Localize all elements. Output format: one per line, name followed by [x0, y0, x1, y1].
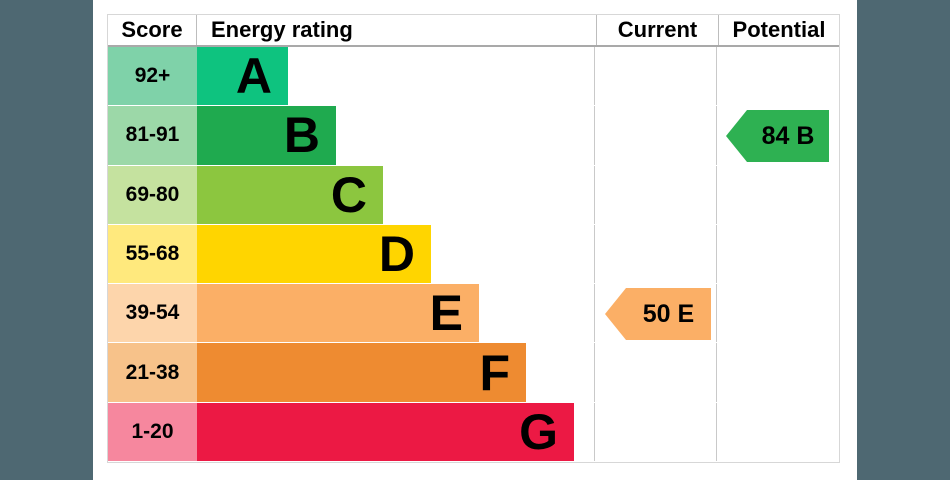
score-range-a: 92+: [108, 47, 197, 106]
epc-rating-table: Score Energy rating Current Potential 92…: [107, 14, 840, 463]
grade-letter-e: E: [429, 285, 463, 342]
score-range-c: 69-80: [108, 165, 197, 224]
band-row-g: 1-20 G: [108, 402, 839, 462]
table-header-row: Score Energy rating Current Potential: [108, 15, 839, 47]
band-row-d: 55-68 D: [108, 224, 839, 285]
rating-bar-d: D: [197, 224, 431, 284]
score-range-e: 39-54: [108, 284, 197, 343]
current-rating-arrow: 50 E: [605, 288, 711, 340]
score-range-f: 21-38: [108, 343, 197, 402]
grade-letter-b: B: [283, 107, 320, 164]
rating-bar-a: A: [197, 47, 288, 106]
header-score: Score: [108, 15, 197, 45]
band-row-e: 39-54 E: [108, 284, 839, 344]
grade-letter-a: A: [235, 48, 272, 105]
rating-bar-e: E: [197, 284, 479, 343]
potential-rating-arrow: 84 B: [726, 110, 829, 162]
score-range-d: 55-68: [108, 224, 197, 284]
band-row-b: 81-91 B: [108, 106, 839, 166]
band-row-f: 21-38 F: [108, 343, 839, 403]
column-divider-potential: [716, 47, 717, 462]
rating-bar-b: B: [197, 106, 336, 165]
rating-bar-c: C: [197, 165, 383, 224]
header-current: Current: [597, 15, 719, 45]
band-row-c: 69-80 C: [108, 165, 839, 225]
band-row-a: 92+ A: [108, 47, 839, 107]
header-energy-rating: Energy rating: [197, 15, 597, 45]
rating-bar-f: F: [197, 343, 526, 402]
rating-bar-g: G: [197, 402, 574, 461]
grade-letter-f: F: [479, 344, 510, 401]
column-divider-current: [594, 47, 595, 462]
score-range-g: 1-20: [108, 402, 197, 461]
current-rating-label: 50 E: [642, 299, 695, 328]
grade-letter-d: D: [378, 225, 415, 282]
header-potential: Potential: [732, 17, 826, 42]
score-range-b: 81-91: [108, 106, 197, 165]
grade-letter-c: C: [330, 166, 367, 223]
potential-rating-label: 84 B: [761, 121, 815, 150]
rating-bands-area: 92+ A 81-91 B 69-80 C 55-68 D 39-54 E: [108, 47, 839, 462]
chart-panel: Score Energy rating Current Potential 92…: [93, 0, 857, 480]
grade-letter-g: G: [519, 403, 558, 460]
